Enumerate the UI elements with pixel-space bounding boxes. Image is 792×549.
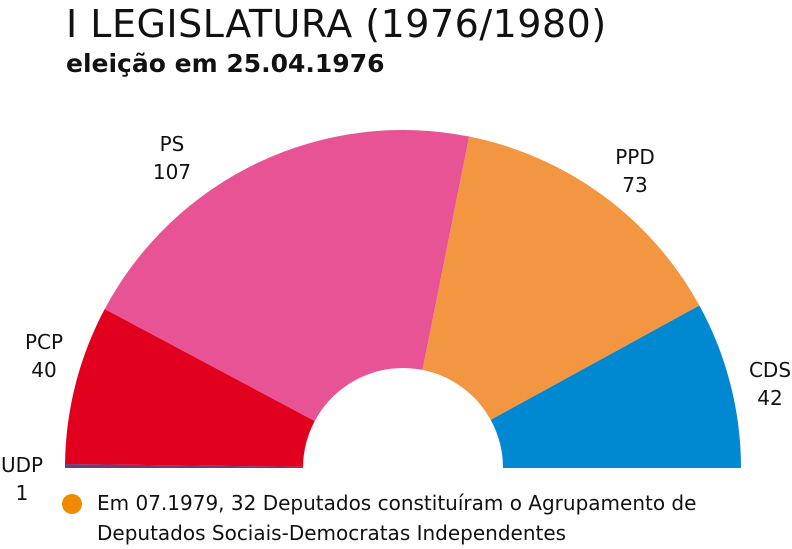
label-ppd: PPD 73: [615, 145, 655, 197]
label-cds: CDS 42: [748, 358, 792, 410]
label-udp: UDP 1: [0, 453, 44, 505]
label-ps: PS 107: [152, 132, 192, 184]
slice-ppd: [422, 136, 700, 420]
page-title: I LEGISLATURA (1976/1980): [66, 2, 607, 46]
label-pcp: PCP 40: [24, 330, 64, 382]
page-subtitle: eleição em 25.04.1976: [66, 49, 385, 78]
slice-udp: [65, 463, 304, 468]
slice-cds: [490, 305, 741, 468]
footnote: Em 07.1979, 32 Deputados constituíram o …: [97, 491, 697, 545]
slice-pcp: [65, 309, 315, 467]
note-bullet-icon: [62, 494, 82, 514]
slice-ps: [104, 130, 470, 421]
